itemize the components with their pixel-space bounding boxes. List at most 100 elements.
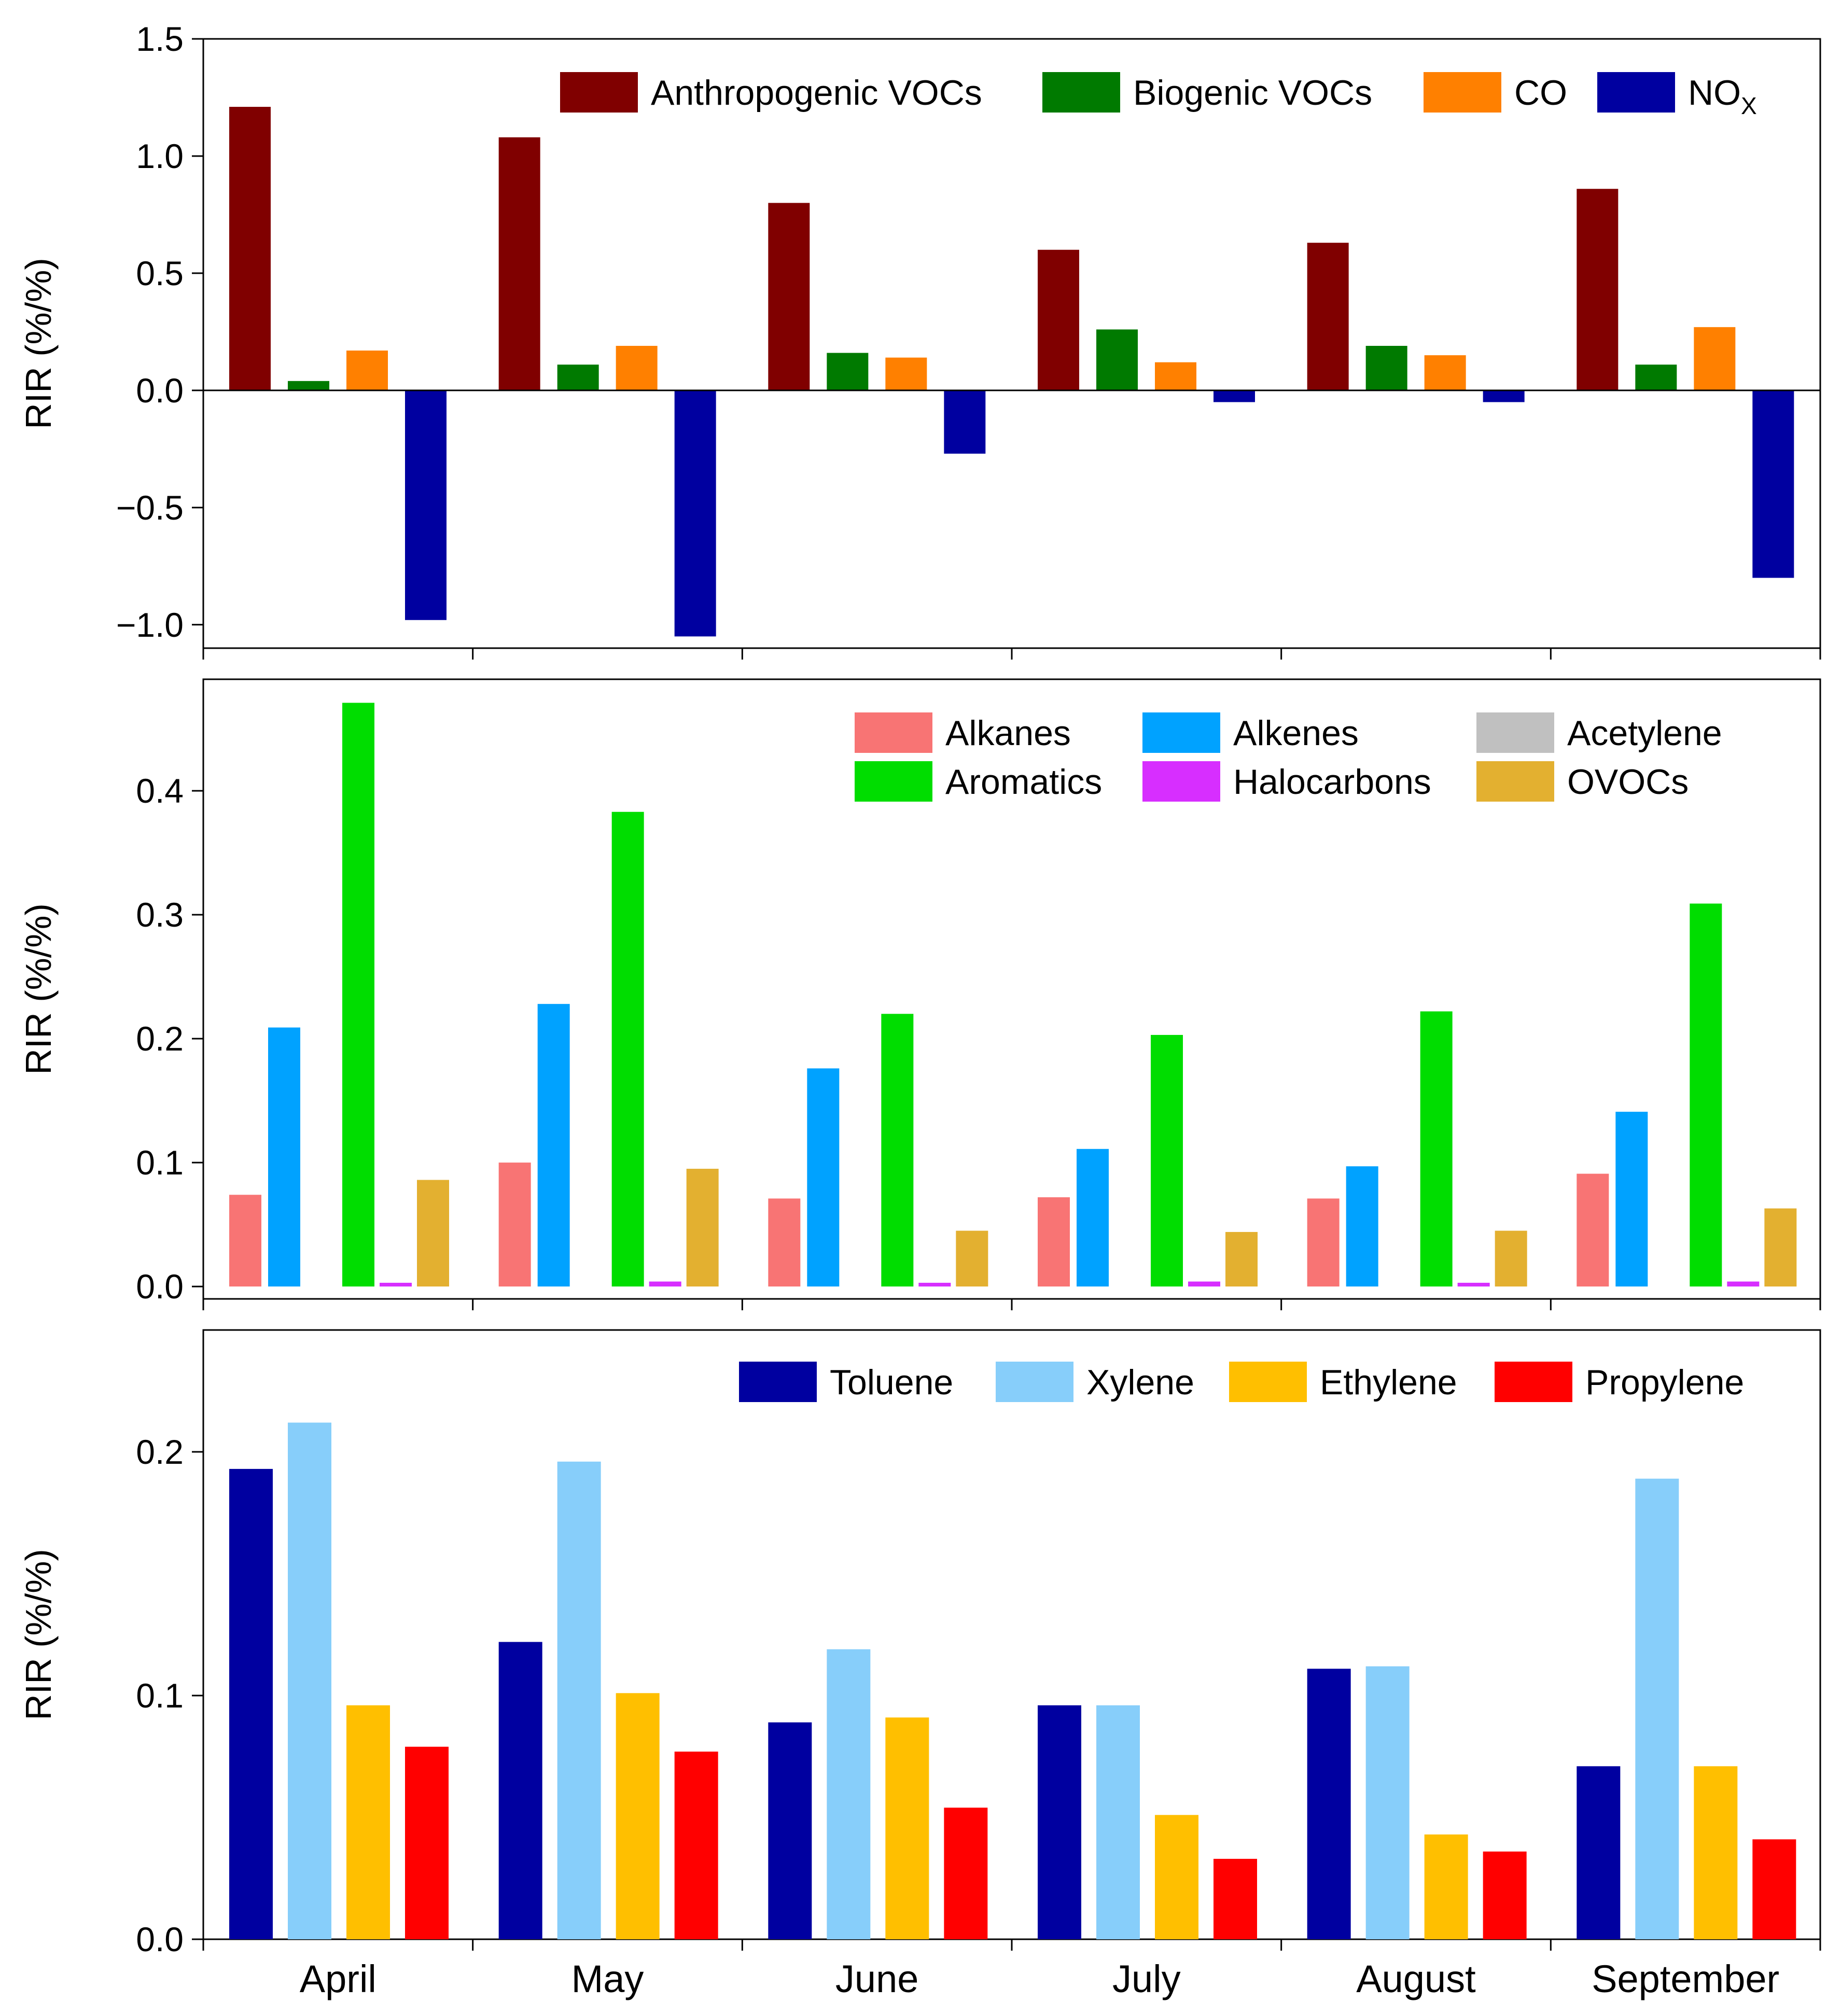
bar-propylene-june	[944, 1808, 988, 1939]
bar-alkenes-september	[1615, 1112, 1648, 1287]
legend-label: Anthropogenic VOCs	[651, 73, 982, 113]
bar-alkenes-august	[1346, 1166, 1378, 1287]
legend-item: Propylene	[1495, 1362, 1744, 1402]
bar-propylene-may	[674, 1752, 718, 1939]
bar-co-july	[1155, 362, 1196, 390]
bar-anthropogenic-vocs-september	[1577, 189, 1619, 390]
bar-biogenic-vocs-september	[1635, 365, 1677, 390]
y-tick-label: 0.0	[136, 1920, 184, 1958]
legend-item: Xylene	[996, 1362, 1194, 1402]
bar-xylene-july	[1096, 1705, 1140, 1939]
bar-xylene-may	[557, 1461, 601, 1939]
category-labels: April May June July August September	[300, 1957, 1779, 2000]
bar-toluene-july	[1038, 1705, 1081, 1939]
legend-label: OVOCs	[1567, 762, 1689, 802]
bar-toluene-may	[498, 1642, 542, 1939]
bar-xylene-june	[827, 1649, 871, 1939]
y-tick-label: 0.5	[136, 254, 184, 292]
legend-label: CO	[1514, 73, 1567, 113]
y-tick-label: 0.3	[136, 895, 184, 934]
legend-label: Halocarbons	[1233, 762, 1431, 802]
bar-alkenes-july	[1077, 1149, 1109, 1287]
bar-alkenes-april	[268, 1027, 300, 1287]
bar-halocarbons-may	[649, 1281, 681, 1287]
bar-ethylene-august	[1424, 1834, 1468, 1939]
x-category-label: September	[1592, 1957, 1779, 2000]
legend-label: Alkenes	[1233, 713, 1359, 753]
x-category-label: August	[1356, 1957, 1476, 2000]
x-category-label: May	[571, 1957, 644, 2000]
bar-biogenic-vocs-july	[1096, 329, 1138, 390]
x-category-label: July	[1112, 1957, 1181, 2000]
legend-label: Acetylene	[1567, 713, 1722, 753]
bar-no-september	[1752, 390, 1794, 578]
bar-ethylene-july	[1155, 1815, 1198, 1939]
legend-label: Alkanes	[945, 713, 1071, 753]
legend-swatch	[1142, 712, 1220, 753]
bar-aromatics-june	[881, 1014, 914, 1287]
y-tick-label: 0.1	[136, 1676, 184, 1715]
legend-label: Toluene	[830, 1363, 953, 1402]
legend-swatch	[1042, 72, 1120, 113]
legend-item: OVOCs	[1476, 761, 1689, 802]
bar-propylene-july	[1214, 1858, 1257, 1939]
bar-alkanes-april	[229, 1195, 261, 1287]
bar-alkenes-may	[537, 1004, 570, 1287]
legend-label: Propylene	[1585, 1363, 1744, 1402]
legend-item: Alkanes	[855, 712, 1071, 753]
bar-alkanes-july	[1038, 1197, 1070, 1287]
legend-label: Aromatics	[945, 762, 1102, 802]
y-tick-label: 0.2	[136, 1019, 184, 1058]
y-tick-label: 1.0	[136, 137, 184, 175]
bar-ethylene-april	[346, 1705, 390, 1939]
bar-anthropogenic-vocs-july	[1038, 249, 1079, 390]
legend-swatch	[1476, 712, 1554, 753]
y-tick-label: 0.1	[136, 1143, 184, 1182]
panel-top: −1.0 −0.5 0.0 0.5 1.0 1.5 RIR (%/%) Anthropogen…	[18, 20, 1821, 660]
legend-swatch	[1229, 1362, 1307, 1402]
bar-no-august	[1483, 390, 1525, 402]
legend-item: Toluene	[739, 1362, 953, 1402]
bar-ovocs-june	[956, 1230, 988, 1287]
legend-swatch	[855, 761, 932, 802]
x-category-label: April	[300, 1957, 376, 2000]
y-tick-label: −0.5	[116, 488, 184, 527]
legend-item: Acetylene	[1476, 712, 1722, 753]
bar-aromatics-august	[1420, 1011, 1453, 1287]
bar-propylene-april	[405, 1746, 449, 1939]
bar-ovocs-may	[686, 1169, 719, 1287]
bar-aromatics-may	[611, 811, 644, 1287]
legend-label: Biogenic VOCs	[1133, 73, 1372, 113]
bar-biogenic-vocs-june	[827, 353, 869, 390]
y-tick-label: 0.4	[136, 772, 184, 810]
legend-swatch	[1424, 72, 1501, 113]
bar-toluene-august	[1307, 1669, 1351, 1939]
bar-anthropogenic-vocs-august	[1307, 243, 1349, 390]
bar-co-august	[1424, 355, 1466, 390]
bar-xylene-april	[288, 1422, 331, 1939]
x-category-label: June	[835, 1957, 918, 2000]
legend-swatch	[560, 72, 638, 113]
bar-alkenes-june	[807, 1068, 840, 1287]
legend-swatch	[1495, 1362, 1572, 1402]
bar-halocarbons-august	[1457, 1282, 1490, 1287]
y-tick-label: 0.0	[136, 371, 184, 410]
legend-swatch	[996, 1362, 1073, 1402]
y-tick-label: 1.5	[136, 20, 184, 58]
legend-swatch	[855, 712, 932, 753]
bar-ovocs-august	[1495, 1230, 1527, 1287]
bar-ovocs-july	[1225, 1231, 1258, 1287]
bar-alkanes-august	[1307, 1198, 1340, 1287]
legend-label: NOX	[1688, 73, 1757, 119]
y-tick-label: −1.0	[116, 606, 184, 644]
legend-swatch	[1597, 72, 1675, 113]
y-tick-label: 0.0	[136, 1267, 184, 1306]
panel-middle: 0.0 0.1 0.2 0.3 0.4 RIR (%/%) Alkanes Alkenes Ac…	[18, 678, 1821, 1310]
bar-co-september	[1694, 327, 1736, 390]
bar-ovocs-april	[417, 1180, 449, 1287]
bar-aromatics-july	[1151, 1034, 1183, 1287]
bar-biogenic-vocs-april	[288, 381, 329, 390]
legend-swatch	[1142, 761, 1220, 802]
bar-alkanes-may	[498, 1163, 531, 1287]
